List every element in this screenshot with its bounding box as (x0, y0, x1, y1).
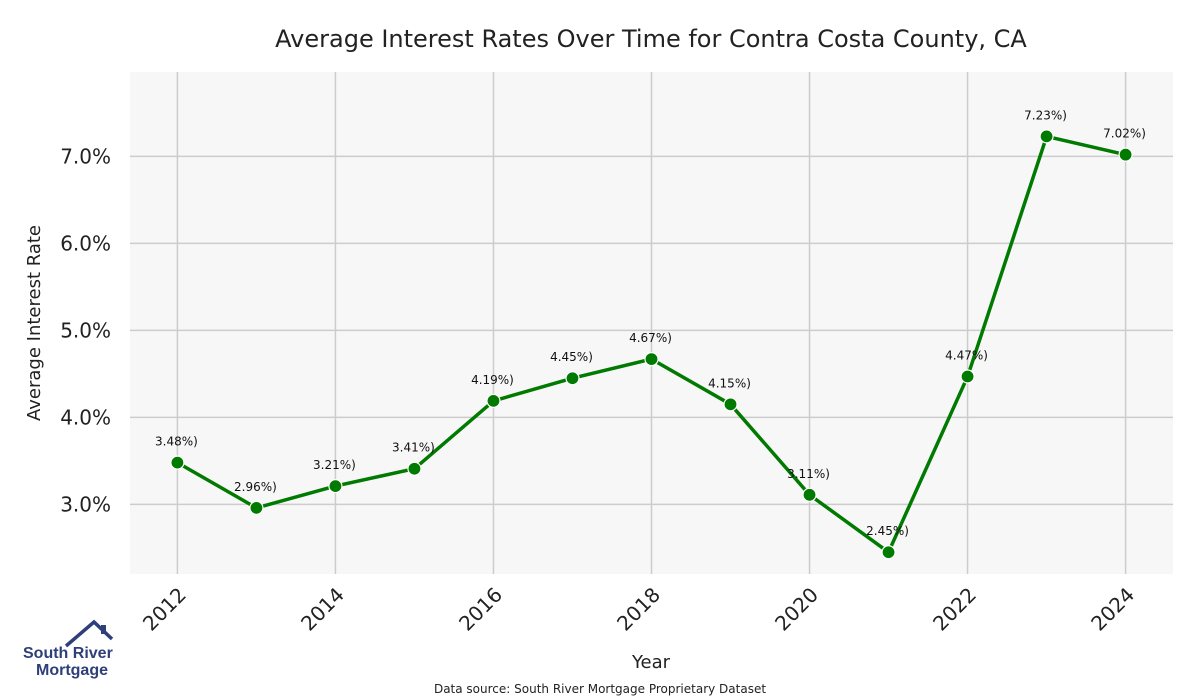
data-label: 3.41%) (392, 441, 435, 455)
y-tick-label: 6.0% (60, 231, 111, 255)
data-label: 4.67%) (629, 331, 672, 345)
data-label: 4.45%) (550, 350, 593, 364)
x-tick-label: 2022 (928, 583, 981, 636)
logo-text-line2: Mortgage (36, 662, 108, 679)
data-point (881, 545, 896, 560)
x-axis-ticks: 2012 2014 2016 2018 2020 2022 2024 (138, 583, 1139, 636)
data-point (249, 500, 264, 515)
data-point (802, 487, 817, 502)
x-tick-label: 2016 (454, 583, 507, 636)
data-label: 3.11%) (787, 467, 830, 481)
company-logo: South River Mortgage (23, 619, 114, 679)
data-label: 2.45%) (866, 524, 909, 538)
data-label: 4.47%) (945, 349, 988, 363)
x-tick-label: 2014 (296, 583, 349, 636)
data-point (1039, 129, 1054, 144)
data-point (565, 371, 580, 386)
data-point (1118, 147, 1133, 162)
data-label: 7.23%) (1024, 108, 1067, 122)
grid (130, 72, 1173, 574)
data-label: 4.19%) (471, 373, 514, 387)
y-tick-label: 5.0% (60, 318, 111, 342)
x-tick-label: 2012 (138, 583, 191, 636)
y-tick-label: 3.0% (60, 492, 111, 516)
data-point (407, 461, 422, 476)
x-tick-label: 2024 (1086, 583, 1139, 636)
data-point (170, 455, 185, 470)
chimney-icon (101, 625, 106, 634)
y-tick-label: 4.0% (60, 405, 111, 429)
data-label: 7.02%) (1103, 127, 1146, 141)
y-tick-label: 7.0% (60, 144, 111, 168)
y-axis-ticks: 3.0% 4.0% 5.0% 6.0% 7.0% (60, 144, 111, 516)
x-tick-label: 2020 (770, 583, 823, 636)
data-label: 3.21%) (313, 458, 356, 472)
x-axis-label: Year (631, 652, 671, 673)
x-tick-label: 2018 (612, 583, 665, 636)
data-label: 4.15%) (708, 376, 751, 390)
data-points (170, 129, 1133, 560)
data-labels: 3.48%) 2.96%) 3.21%) 3.41%) 4.19%) 4.45%) 4.67… (155, 108, 1146, 538)
data-point (960, 369, 975, 384)
data-point (486, 393, 501, 408)
data-point (328, 479, 343, 494)
data-label: 3.48%) (155, 435, 198, 449)
chart-title: Average Interest Rates Over Time for Con… (275, 25, 1027, 53)
data-point (644, 352, 659, 367)
logo-text-line1: South River (23, 645, 113, 662)
data-source-note: Data source: South River Mortgage Propri… (434, 682, 766, 696)
data-point (723, 397, 738, 412)
data-label: 2.96%) (234, 480, 277, 494)
y-axis-label: Average Interest Rate (24, 225, 45, 421)
